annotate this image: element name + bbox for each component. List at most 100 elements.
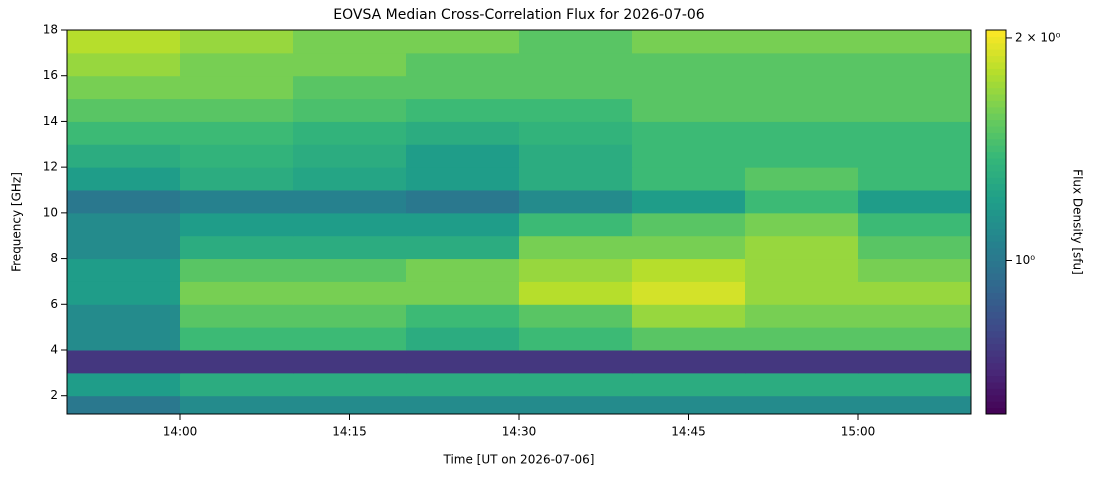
colorbar-segment bbox=[986, 234, 1006, 242]
y-tick-label: 12 bbox=[43, 160, 58, 174]
heatmap-cell bbox=[632, 75, 746, 100]
y-axis-label: Frequency [GHz] bbox=[10, 172, 24, 272]
y-tick-label: 4 bbox=[50, 343, 58, 357]
colorbar-segment bbox=[986, 30, 1006, 37]
heatmap-cell bbox=[293, 327, 407, 351]
heatmap-cell bbox=[406, 144, 520, 168]
x-axis-label: Time [UT on 2026-07-06] bbox=[443, 453, 595, 467]
colorbar-segment bbox=[986, 362, 1006, 370]
heatmap-cell bbox=[180, 281, 294, 305]
colorbar-segment bbox=[986, 74, 1006, 82]
heatmap-cell bbox=[406, 395, 520, 415]
colorbar-segment bbox=[986, 138, 1006, 146]
x-tick-label: 14:15 bbox=[332, 425, 367, 439]
colorbar-segment bbox=[986, 298, 1006, 306]
x-tick-label: 14:45 bbox=[671, 425, 706, 439]
heatmap-cell bbox=[67, 281, 181, 305]
heatmap-cell bbox=[67, 350, 181, 374]
heatmap-cell bbox=[632, 212, 746, 237]
colorbar-segment bbox=[986, 126, 1006, 133]
y-tick-label: 10 bbox=[43, 205, 58, 219]
heatmap-cell bbox=[180, 144, 294, 168]
heatmap-cell bbox=[745, 98, 859, 122]
y-tick-label: 18 bbox=[43, 23, 58, 37]
heatmap-cell bbox=[67, 52, 181, 77]
colorbar-segment bbox=[986, 145, 1006, 153]
heatmap-cell bbox=[745, 52, 859, 77]
heatmap-cell bbox=[519, 75, 633, 100]
heatmap-cell bbox=[293, 212, 407, 237]
heatmap-cell bbox=[406, 190, 520, 214]
heatmap-cell bbox=[858, 167, 972, 191]
heatmap-cell bbox=[858, 75, 972, 100]
colorbar-segment bbox=[986, 87, 1006, 95]
colorbar-segment bbox=[986, 382, 1006, 389]
colorbar-segment bbox=[986, 183, 1006, 191]
heatmap-cell bbox=[745, 144, 859, 168]
heatmap-cell bbox=[745, 327, 859, 351]
colorbar-segment bbox=[986, 324, 1006, 332]
colorbar-segment bbox=[986, 394, 1006, 402]
heatmap-cell bbox=[519, 235, 633, 260]
colorbar-segment bbox=[986, 81, 1006, 89]
heatmap-cell bbox=[519, 258, 633, 282]
heatmap-cell bbox=[406, 167, 520, 191]
heatmap-cell bbox=[293, 167, 407, 191]
heatmap-cell bbox=[858, 121, 972, 145]
heatmap-cell bbox=[406, 258, 520, 282]
heatmap-cell bbox=[180, 395, 294, 415]
heatmap-cell bbox=[406, 121, 520, 145]
heatmap-cell bbox=[858, 258, 972, 282]
colorbar-segment bbox=[986, 222, 1006, 229]
colorbar-segment bbox=[986, 343, 1006, 351]
colorbar-segment bbox=[986, 407, 1006, 415]
colorbar-label: Flux Density [sfu] bbox=[1071, 169, 1085, 275]
heatmap-cell bbox=[293, 281, 407, 305]
heatmap-cell bbox=[519, 190, 633, 214]
colorbar-segment bbox=[986, 266, 1006, 274]
heatmap-cell bbox=[180, 167, 294, 191]
heatmap-cell bbox=[519, 372, 633, 397]
heatmap-cell bbox=[293, 395, 407, 415]
heatmap-cell bbox=[519, 281, 633, 305]
heatmap-cell bbox=[858, 212, 972, 237]
colorbar-segment bbox=[986, 305, 1006, 313]
heatmap-cell bbox=[519, 350, 633, 374]
heatmap-cell bbox=[858, 395, 972, 415]
heatmap-cell bbox=[519, 212, 633, 237]
heatmap-cell bbox=[858, 52, 972, 77]
colorbar-frame bbox=[985, 29, 1007, 415]
colorbar-segment bbox=[986, 330, 1006, 338]
colorbar-segment bbox=[986, 36, 1006, 44]
heatmap-cell bbox=[858, 281, 972, 305]
heatmap-cell bbox=[406, 235, 520, 260]
heatmap-cell bbox=[632, 281, 746, 305]
heatmap-cell bbox=[632, 190, 746, 214]
x-tick-label: 14:30 bbox=[502, 425, 537, 439]
colorbar-segment bbox=[986, 177, 1006, 185]
heatmap-cell bbox=[406, 75, 520, 100]
heatmap-cell bbox=[67, 327, 181, 351]
heatmap-cell bbox=[745, 167, 859, 191]
heatmap-cell bbox=[293, 98, 407, 122]
heatmap-cell bbox=[632, 327, 746, 351]
colorbar-segment bbox=[986, 209, 1006, 217]
heatmap-cell bbox=[180, 98, 294, 122]
heatmap-cell bbox=[67, 372, 181, 397]
heatmap-cell bbox=[858, 144, 972, 168]
heatmap-cell bbox=[745, 121, 859, 145]
heatmap-cell bbox=[293, 304, 407, 328]
heatmap-cell bbox=[67, 144, 181, 168]
heatmap-cell bbox=[632, 98, 746, 122]
heatmap-cell bbox=[180, 212, 294, 237]
colorbar-segment bbox=[986, 55, 1006, 63]
heatmap-cell bbox=[67, 212, 181, 237]
heatmap-cell bbox=[745, 75, 859, 100]
chart-title: EOVSA Median Cross-Correlation Flux for … bbox=[333, 7, 705, 23]
heatmap-cell bbox=[858, 327, 972, 351]
colorbar-segment bbox=[986, 49, 1006, 57]
colorbar-segment bbox=[986, 202, 1006, 210]
heatmap-cell bbox=[745, 235, 859, 260]
colorbar-segment bbox=[986, 401, 1006, 409]
heatmap-cell bbox=[745, 258, 859, 282]
